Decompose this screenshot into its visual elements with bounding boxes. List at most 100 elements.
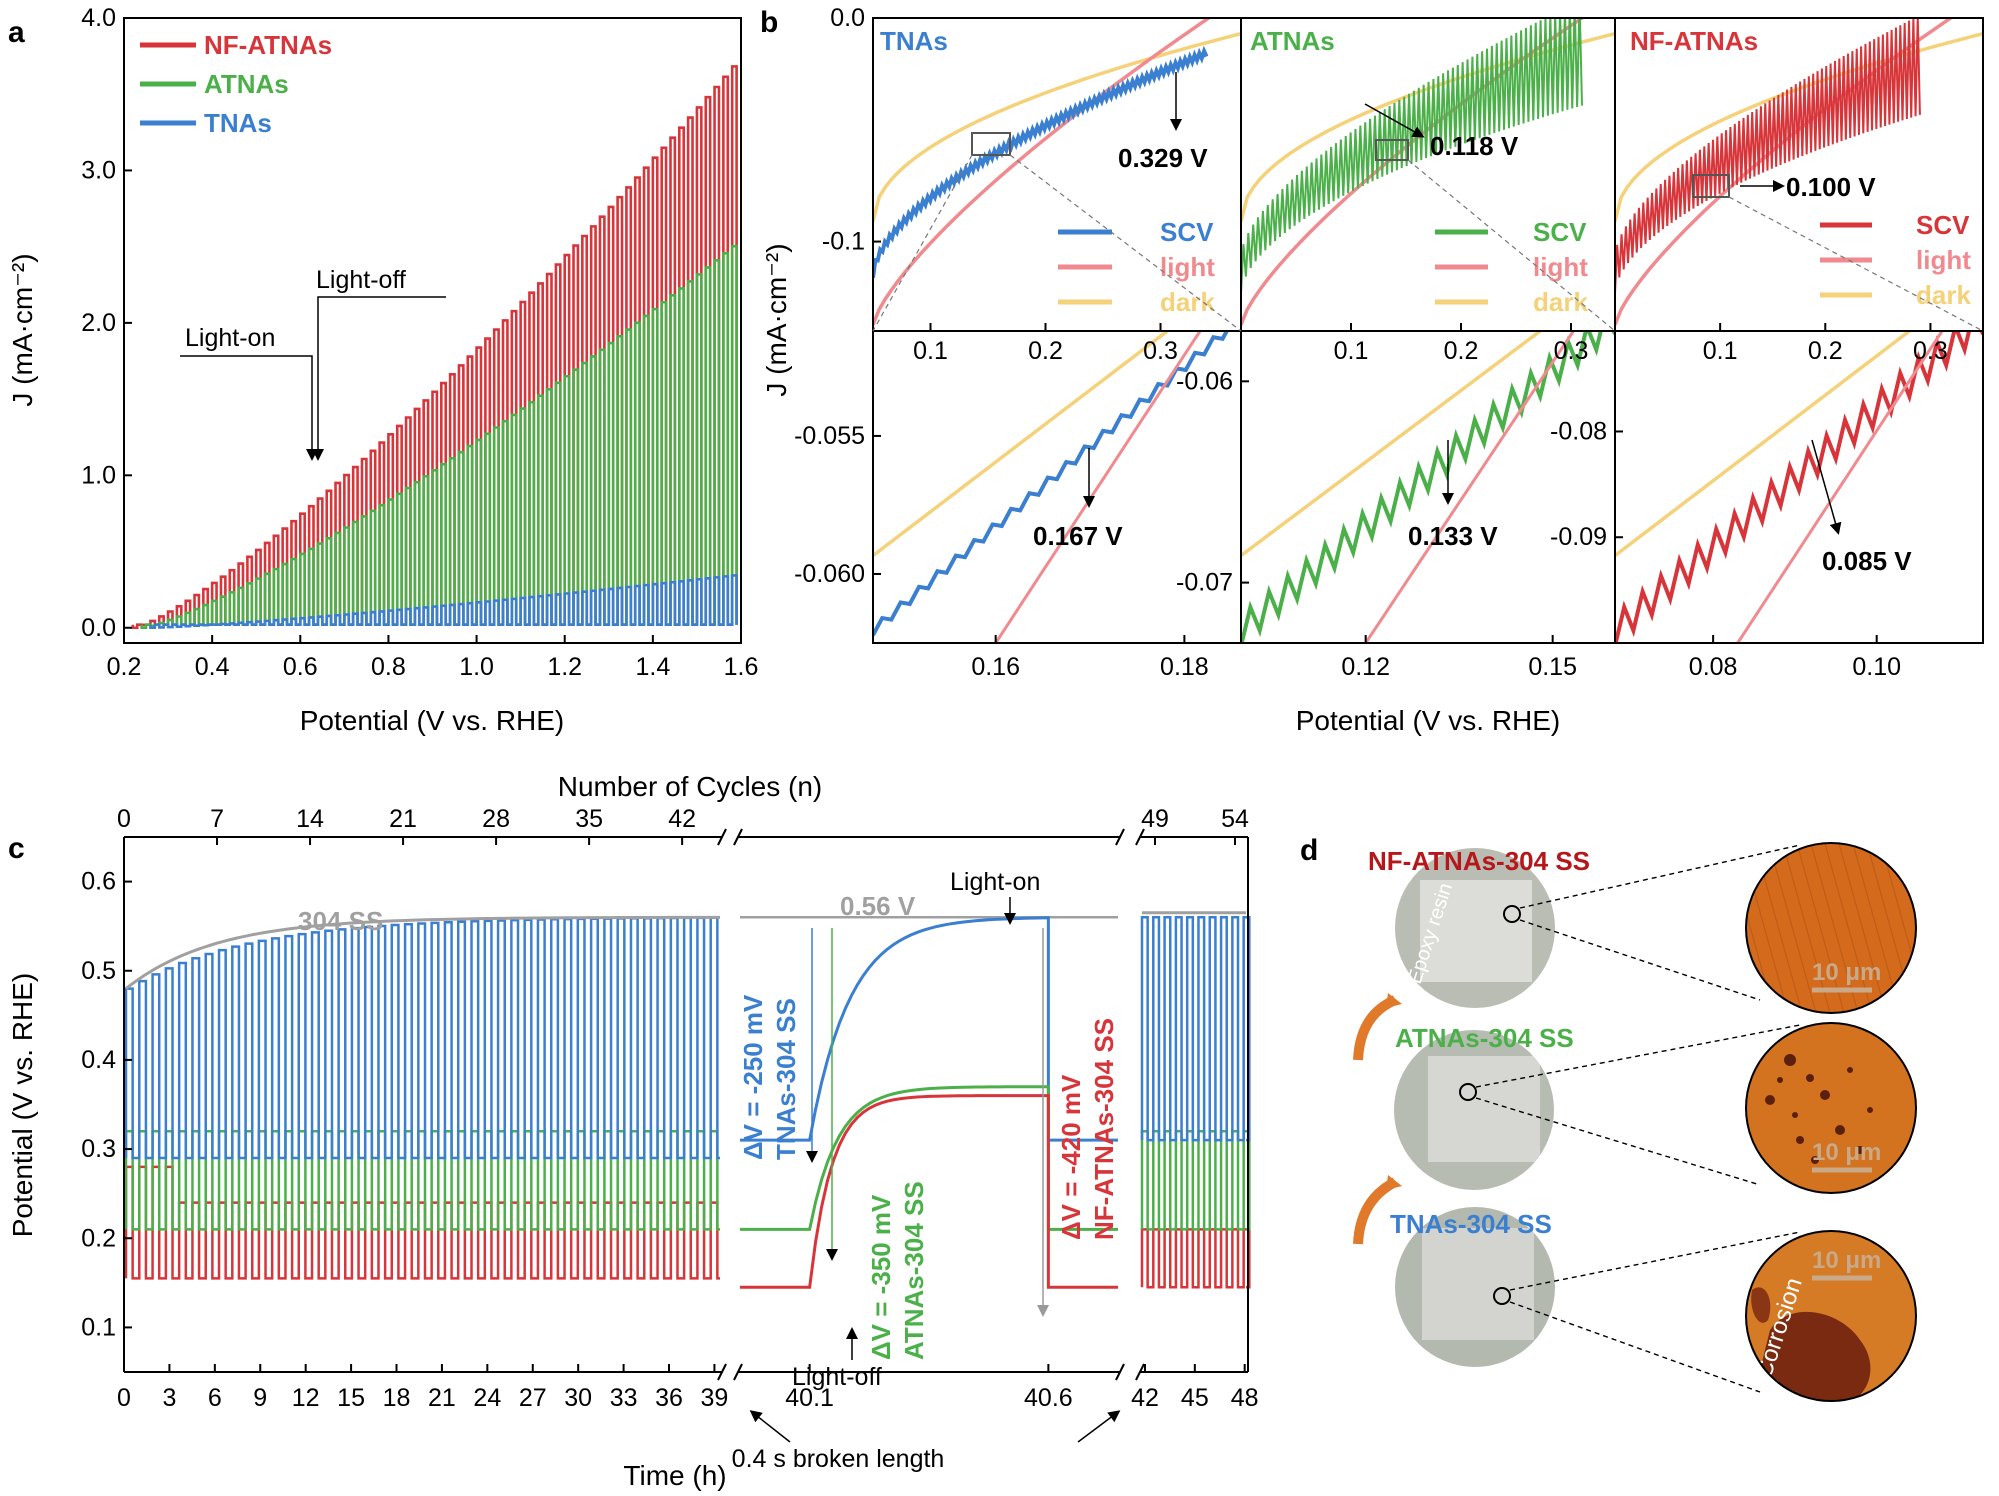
light-on-arrow-a [180, 355, 318, 461]
panel-d: d Epoxy resin NF-ATNAs-304 SS ATNAs-304 … [1300, 834, 1917, 1402]
sample-photo-nf: Epoxy resin [1395, 848, 1555, 1008]
c-ytick-label: 0.4 [81, 1046, 116, 1074]
panel-b-xlabel: Potential (V vs. RHE) [1296, 705, 1561, 736]
b1-legend-light: light [1160, 252, 1215, 282]
panel-c-annotations: 304 SS 0.56 V Light-on Light-off ΔV = -2… [298, 868, 1121, 1473]
b2-legend-dark: dark [1533, 287, 1588, 317]
c-ytick-label: 0.3 [81, 1135, 116, 1163]
a-ytick-label: 4.0 [81, 4, 116, 32]
c-break-mark [733, 828, 743, 846]
micro-pit [1847, 1067, 1853, 1073]
c-xtick-label: 33 [610, 1384, 638, 1412]
b3-intersection: 0.100 V [1786, 172, 1876, 202]
c-dv-atnas-2: ATNAs-304 SS [899, 1181, 929, 1360]
b-ytick-label: -0.09 [1550, 523, 1607, 551]
c-ytick-label: 0.5 [81, 957, 116, 985]
micro-pit [1806, 1074, 1814, 1082]
c-xtick-label: 42 [1131, 1384, 1159, 1412]
b3-zoom-line [1728, 196, 1984, 332]
b-xtick-label: 0.3 [1913, 337, 1948, 365]
sample-label-tnas: TNAs-304 SS [1390, 1209, 1552, 1239]
b-scv-curve [873, 331, 1230, 637]
b-subplot-3 [873, 331, 1230, 643]
panel-label-b: b [760, 6, 778, 39]
micro-nf-ring [1745, 842, 1917, 1014]
c-mid-tnas [740, 916, 1118, 1142]
a-ytick-label: 2.0 [81, 309, 116, 337]
c-broken-arrow-right [1077, 1410, 1121, 1443]
c-x2tick-label: 21 [389, 805, 417, 833]
panel-label-d: d [1300, 834, 1318, 867]
c-dv-atnas-1: ΔV = -350 mV [866, 1194, 896, 1360]
b3-legend-scv: SCV [1916, 210, 1970, 240]
b-dark-curve [1615, 331, 1913, 558]
panel-a-legend: NF-ATNAs ATNAs TNAs [140, 30, 332, 138]
sample-photo-nf-plate [1420, 880, 1532, 982]
c-right-nf [1140, 1228, 1251, 1289]
c-ss-value: 0.56 V [840, 891, 916, 921]
connector-tnas-bottom [1509, 1301, 1761, 1393]
c-xtick-label: 15 [337, 1384, 365, 1412]
connector-nf-bottom [1519, 919, 1761, 1001]
b-ytick-label: -0.06 [1176, 367, 1233, 395]
c-xtick-label: 40.6 [1024, 1384, 1073, 1412]
panel-c-x2label: Number of Cycles (n) [558, 771, 823, 802]
b-xtick-label: 0.1 [913, 337, 948, 365]
a-xtick-label: 1.0 [459, 653, 494, 681]
b5-intersection: 0.133 V [1408, 521, 1498, 551]
c-dv-tnas-2: TNAs-304 SS [771, 998, 801, 1160]
b-xtick-label: 0.15 [1528, 653, 1577, 681]
legend-tnas: TNAs [204, 108, 272, 138]
micro-scratch [1628, 840, 1678, 1020]
light-off-arrow-a [312, 296, 446, 461]
b1-intersection: 0.329 V [1118, 143, 1208, 173]
c-xtick-label: 24 [473, 1384, 501, 1412]
b-xtick-label: 0.10 [1852, 653, 1901, 681]
c-xtick-label: 36 [655, 1384, 683, 1412]
micro-nf-scale: 10 μm [1812, 959, 1881, 986]
micro-pit [1856, 1146, 1864, 1154]
micro-tnas-scale: 10 μm [1812, 1247, 1881, 1274]
b-light-curve [873, 18, 1212, 326]
panel-a-annotations: Light-on Light-off [180, 266, 446, 461]
sample-photo-tnas-spot [1493, 1287, 1511, 1305]
a-xtick-label: 0.4 [195, 653, 230, 681]
b-dark-curve [1241, 331, 1544, 558]
micro-scratch [1767, 843, 1819, 1013]
b-scv-curve [873, 45, 1209, 279]
b-subplot-0 [873, 18, 1241, 326]
c-break-mark [717, 1363, 727, 1381]
micro-atnas: 10 μm [1745, 1022, 1917, 1194]
c-xtick-label: 21 [428, 1384, 456, 1412]
panel-a-xlabel: Potential (V vs. RHE) [300, 705, 565, 736]
c-ytick-label: 0.1 [81, 1313, 116, 1341]
c-x2tick-label: 14 [296, 805, 324, 833]
a-xtick-label: 0.2 [107, 653, 142, 681]
sample-photo-atnas [1394, 1030, 1554, 1190]
sample-photo-tnas [1395, 1207, 1555, 1367]
b-xtick-label: 0.2 [1028, 337, 1063, 365]
c-right-atnas [1140, 1130, 1251, 1231]
sample-label-atnas: ATNAs-304 SS [1395, 1023, 1574, 1053]
micro-scratch [1879, 843, 1916, 1013]
b-subplot-2 [1615, 18, 1983, 326]
sample-label-nf: NF-ATNAs-304 SS [1368, 846, 1590, 876]
legend-atnas: ATNAs [204, 69, 289, 99]
b-title-tnas: TNAs [880, 26, 948, 56]
a-ytick-label: 0.0 [81, 614, 116, 642]
b-light-curve [1363, 331, 1576, 643]
corrosion-pit [1760, 1311, 1871, 1401]
c-xtick-label: 6 [208, 1384, 222, 1412]
b-scv-curve [1615, 331, 1983, 643]
c-dv-nf-2: NF-ATNAs-304 SS [1089, 1018, 1119, 1240]
b2-legend-scv: SCV [1533, 217, 1587, 247]
c-x2tick-label: 0 [117, 805, 131, 833]
b-ytick-label: -0.08 [1550, 417, 1607, 445]
c-ss-label: 304 SS [298, 906, 383, 936]
b1-legend-scv: SCV [1160, 217, 1214, 247]
c-x2tick-label: 7 [210, 805, 224, 833]
connector-atnas-top [1475, 1024, 1801, 1088]
c-xtick-label: 39 [701, 1384, 729, 1412]
panel-b-series [873, 18, 1983, 643]
c-break-mark [1135, 1363, 1145, 1381]
